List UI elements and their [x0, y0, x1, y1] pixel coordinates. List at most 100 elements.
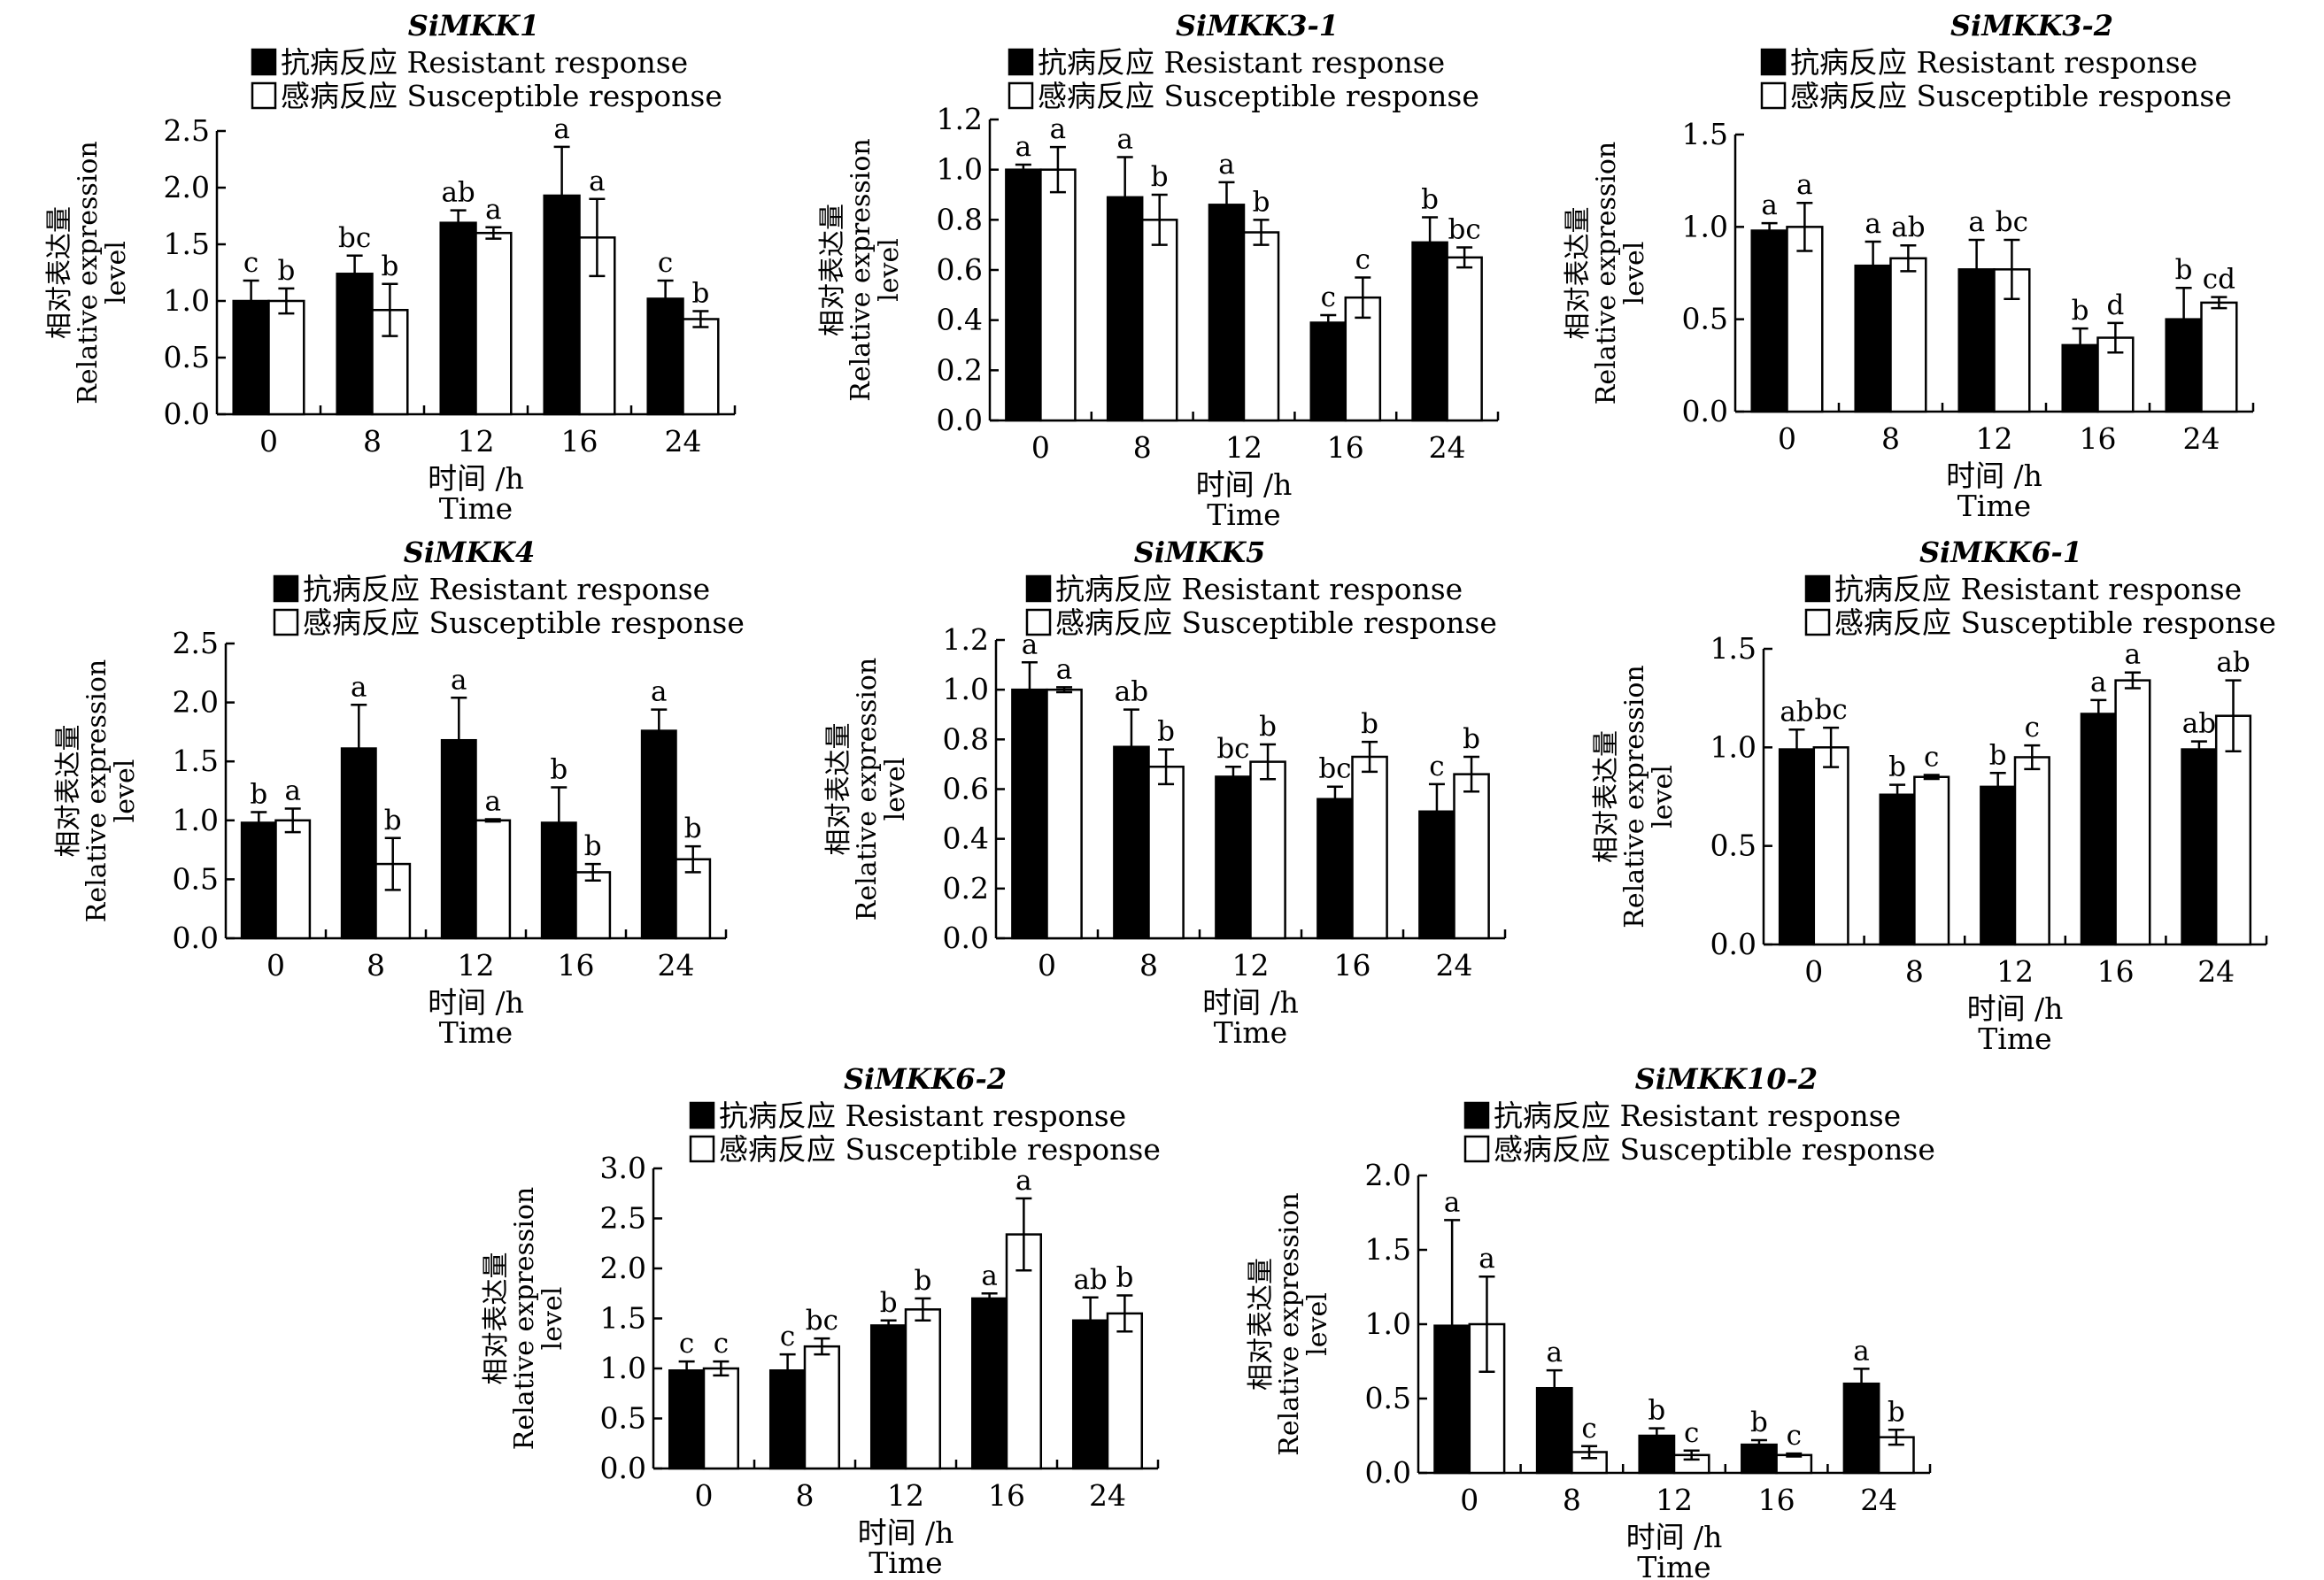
legend-label: 感病反应 Susceptible response — [719, 1132, 1161, 1167]
bar-resistant — [1433, 1324, 1471, 1475]
significance-label: c — [1429, 751, 1444, 782]
y-tick-label: 0.8 — [937, 202, 983, 236]
y-tick-label: 0.0 — [1682, 394, 1728, 428]
significance-label: b — [1888, 751, 1906, 783]
significance-label: a — [651, 676, 667, 708]
legend-swatch-susceptible — [273, 608, 299, 636]
significance-label: cd — [2203, 264, 2235, 296]
significance-label: c — [2025, 712, 2040, 744]
significance-label: bc — [1996, 206, 2028, 238]
y-tick-label: 1.0 — [164, 283, 210, 318]
chart-title: SiMKK4 — [404, 536, 536, 569]
x-tick-label: 8 — [363, 424, 382, 459]
x-tick-label: 16 — [1334, 948, 1371, 983]
x-tick-label: 16 — [2097, 954, 2135, 989]
bar-susceptible — [2200, 301, 2238, 413]
bar-resistant — [1778, 748, 1816, 946]
x-tick-label: 0 — [1778, 421, 1796, 456]
y-tick-label: 0.5 — [1682, 302, 1728, 336]
significance-label: a — [485, 194, 501, 226]
bar-resistant — [1005, 168, 1042, 422]
bar-resistant — [1879, 793, 1916, 946]
significance-label: a — [451, 664, 467, 696]
significance-label: a — [1968, 206, 1984, 238]
legend-label: 抗病反应 Resistant response — [1038, 45, 1445, 80]
legend-label: 抗病反应 Resistant response — [303, 572, 710, 606]
bar-resistant — [1750, 229, 1788, 413]
y-axis-label-line: level — [110, 759, 141, 823]
legend-swatch-susceptible — [1025, 608, 1052, 636]
y-tick-label: 1.0 — [937, 152, 983, 187]
bar-susceptible — [1106, 1312, 1144, 1470]
x-tick-label: 12 — [1996, 954, 2034, 989]
y-axis-label-line: level — [880, 758, 911, 821]
x-axis-label: 时间 /h — [1202, 985, 1299, 1020]
x-tick-label: 24 — [1429, 430, 1466, 465]
significance-label: a — [284, 775, 300, 806]
bar-resistant — [1741, 1443, 1778, 1475]
y-axis-label-line: 相对表达量 — [481, 1252, 512, 1385]
significance-label: bc — [338, 222, 371, 254]
significance-label: a — [1761, 189, 1777, 221]
bar-resistant — [646, 297, 684, 416]
chart-panel-simkk1: SiMKK1 抗病反应 Resistant response 感病反应 Suscep… — [0, 0, 779, 527]
x-tick-label: 0 — [1460, 1483, 1479, 1517]
bar-resistant — [768, 1369, 807, 1470]
bar-resistant — [2181, 748, 2218, 946]
legend-swatch-resistant — [1008, 48, 1034, 76]
significance-label: a — [1022, 628, 1038, 660]
y-axis-label-line: Relative expression — [73, 141, 104, 404]
significance-label: a — [1796, 169, 1812, 201]
significance-label: b — [277, 255, 295, 287]
y-axis-label-line: Relative expression — [852, 658, 883, 921]
y-tick-label: 0.0 — [600, 1451, 646, 1485]
significance-label: bc — [1448, 214, 1481, 246]
x-tick-label: 12 — [1232, 948, 1270, 983]
significance-label: ab — [1073, 1264, 1107, 1296]
y-tick-label: 1.5 — [1710, 631, 1757, 666]
y-axis-label-line: Relative expression — [81, 659, 112, 922]
bar-resistant — [232, 299, 270, 416]
y-tick-label: 0.0 — [1710, 927, 1757, 961]
significance-label: b — [250, 778, 267, 810]
significance-label: a — [351, 671, 367, 703]
y-tick-label: 2.0 — [173, 685, 219, 720]
y-tick-label: 0.0 — [164, 397, 210, 431]
y-tick-label: 2.0 — [600, 1251, 646, 1285]
significance-label: b — [914, 1265, 931, 1297]
y-tick-label: 1.5 — [164, 227, 210, 261]
bar-resistant — [1309, 321, 1347, 422]
legend-swatch-susceptible — [1804, 608, 1831, 636]
y-tick-label: 1.0 — [173, 803, 219, 837]
legend-swatch-susceptible — [1463, 1135, 1490, 1163]
significance-label: c — [658, 247, 673, 279]
y-axis-label-line: level — [1619, 242, 1650, 305]
significance-label: b — [1750, 1407, 1768, 1438]
y-tick-label: 0.5 — [1710, 829, 1757, 863]
x-axis-label: Time — [1214, 1015, 1287, 1050]
y-tick-label: 0.0 — [173, 921, 219, 955]
legend-swatch-resistant — [1463, 1101, 1490, 1129]
significance-label: a — [1056, 653, 1072, 685]
bar-resistant — [540, 821, 577, 940]
bar-resistant — [640, 729, 677, 940]
bar-susceptible — [1453, 773, 1490, 940]
bar-resistant — [1106, 196, 1144, 422]
bar-susceptible — [1147, 765, 1185, 940]
y-axis-label-line: Relative expression — [845, 138, 876, 401]
x-tick-label: 16 — [1758, 1483, 1795, 1517]
significance-label: b — [1116, 1262, 1133, 1294]
significance-label: b — [1888, 1396, 1905, 1428]
significance-label: b — [1253, 186, 1270, 218]
significance-label: c — [714, 1328, 729, 1360]
x-axis-label: 时间 /h — [858, 1515, 954, 1550]
